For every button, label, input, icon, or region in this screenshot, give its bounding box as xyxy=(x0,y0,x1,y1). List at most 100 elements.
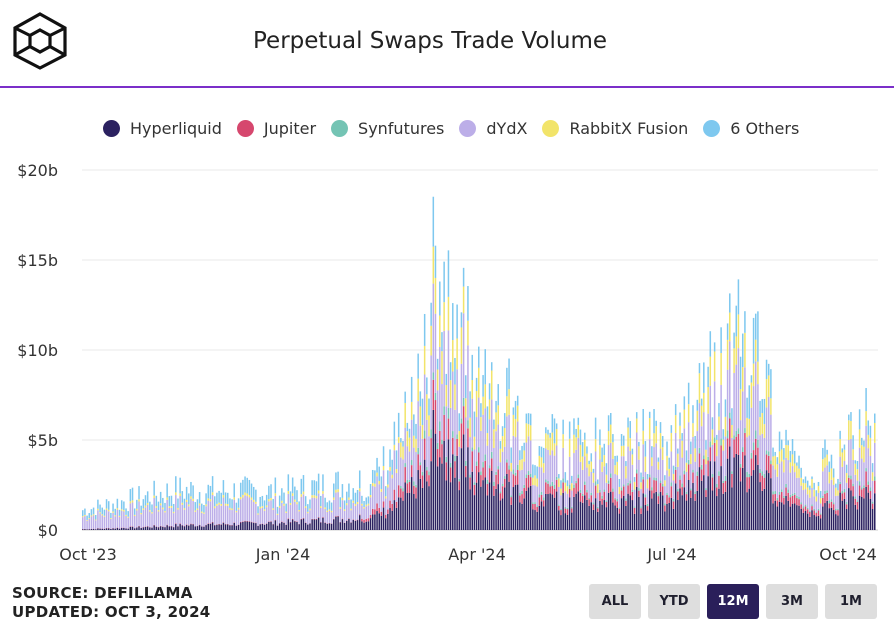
bar-segment xyxy=(343,522,346,530)
bar-segment xyxy=(791,439,794,455)
bar-segment xyxy=(374,470,376,484)
bar-segment xyxy=(711,429,714,445)
bar-segment xyxy=(521,469,523,491)
bar-segment xyxy=(361,518,363,522)
bar-segment xyxy=(664,505,666,512)
bar-segment xyxy=(140,512,142,515)
range-button-3m[interactable]: 3M xyxy=(766,584,818,619)
bar-segment xyxy=(449,380,452,408)
bar-segment xyxy=(651,457,653,466)
legend-item-dydx[interactable]: dYdX xyxy=(459,119,527,138)
bar-segment xyxy=(819,490,822,498)
bar-segment xyxy=(376,457,378,473)
bar-segment xyxy=(549,484,551,487)
bar-segment xyxy=(540,494,543,502)
bar-segment xyxy=(685,491,688,495)
bar-segment xyxy=(614,474,616,498)
bar-segment xyxy=(545,448,547,480)
bar-segment xyxy=(361,495,363,504)
legend-item-6-others[interactable]: 6 Others xyxy=(703,119,799,138)
bar-segment xyxy=(493,481,495,486)
bar-segment xyxy=(235,510,238,513)
bar-segment xyxy=(449,407,452,463)
legend-item-rabbitx-fusion[interactable]: RabbitX Fusion xyxy=(542,119,688,138)
bar-segment xyxy=(226,505,229,525)
bar-segment xyxy=(190,496,192,499)
bar-segment xyxy=(852,460,854,484)
bar-segment xyxy=(170,506,173,508)
bar-segment xyxy=(644,456,647,472)
bar-segment xyxy=(681,487,683,496)
bar-segment xyxy=(471,451,474,472)
bar-segment xyxy=(837,490,839,496)
bar-segment xyxy=(726,323,729,340)
bar-segment xyxy=(164,502,166,512)
bar-segment xyxy=(90,515,93,517)
bar-segment xyxy=(549,455,551,485)
bar-segment xyxy=(605,474,608,483)
bar-segment xyxy=(188,504,190,507)
bar-segment xyxy=(588,499,590,506)
legend-label: Jupiter xyxy=(263,119,317,138)
bar-segment xyxy=(679,488,681,530)
bar-segment xyxy=(151,504,153,513)
bar-segment xyxy=(858,409,861,430)
bar-segment xyxy=(765,407,768,451)
bar-segment xyxy=(560,508,562,511)
bar-segment xyxy=(272,498,274,509)
bar-segment xyxy=(618,508,621,514)
bar-segment xyxy=(802,512,805,530)
bar-segment xyxy=(874,413,876,423)
bar-segment xyxy=(328,523,331,530)
bar-segment xyxy=(581,469,584,494)
bar-segment xyxy=(467,447,469,530)
bar-segment xyxy=(705,488,707,491)
legend-label: Hyperliquid xyxy=(130,119,222,138)
bar-segment xyxy=(811,504,813,507)
range-button-12m[interactable]: 12M xyxy=(707,584,759,619)
legend-item-hyperliquid[interactable]: Hyperliquid xyxy=(103,119,222,138)
bar-segment xyxy=(798,505,800,530)
bar-segment xyxy=(722,483,725,494)
bar-segment xyxy=(566,514,569,530)
range-button-all[interactable]: ALL xyxy=(589,584,641,619)
bar-segment xyxy=(798,499,800,506)
bar-segment xyxy=(776,497,779,501)
bar-segment xyxy=(607,431,610,446)
bar-segment xyxy=(538,494,541,498)
bar-segment xyxy=(806,487,809,495)
bar-segment xyxy=(737,348,740,429)
bar-segment xyxy=(798,468,800,478)
bar-segment xyxy=(313,519,316,530)
bar-segment xyxy=(830,454,833,469)
legend-item-jupiter[interactable]: Jupiter xyxy=(236,119,317,138)
bar-segment xyxy=(112,503,114,512)
bar-segment xyxy=(713,342,716,352)
bar-segment xyxy=(731,425,733,438)
bar-segment xyxy=(389,508,391,530)
bar-segment xyxy=(716,434,718,440)
bar-segment xyxy=(785,487,787,496)
bar-segment xyxy=(726,430,729,439)
bar-segment xyxy=(592,509,595,530)
bar-segment xyxy=(506,396,508,417)
bar-segment xyxy=(616,501,618,508)
bar-segment xyxy=(802,508,805,513)
legend-item-synfutures[interactable]: Synfutures xyxy=(331,119,444,138)
bar-segment xyxy=(432,409,435,530)
range-button-1m[interactable]: 1M xyxy=(825,584,877,619)
bar-segment xyxy=(155,526,158,530)
bar-segment xyxy=(369,518,372,530)
bar-segment xyxy=(832,484,835,503)
bar-segment xyxy=(648,474,651,478)
bar-segment xyxy=(824,493,826,504)
bar-segment xyxy=(248,497,251,522)
bar-segment xyxy=(560,495,562,509)
bar-segment xyxy=(848,414,850,421)
bar-segment xyxy=(421,475,424,488)
bar-segment xyxy=(659,433,662,449)
bar-segment xyxy=(780,502,783,530)
bar-segment xyxy=(811,476,813,480)
range-button-ytd[interactable]: YTD xyxy=(648,584,700,619)
bar-segment xyxy=(441,384,443,440)
